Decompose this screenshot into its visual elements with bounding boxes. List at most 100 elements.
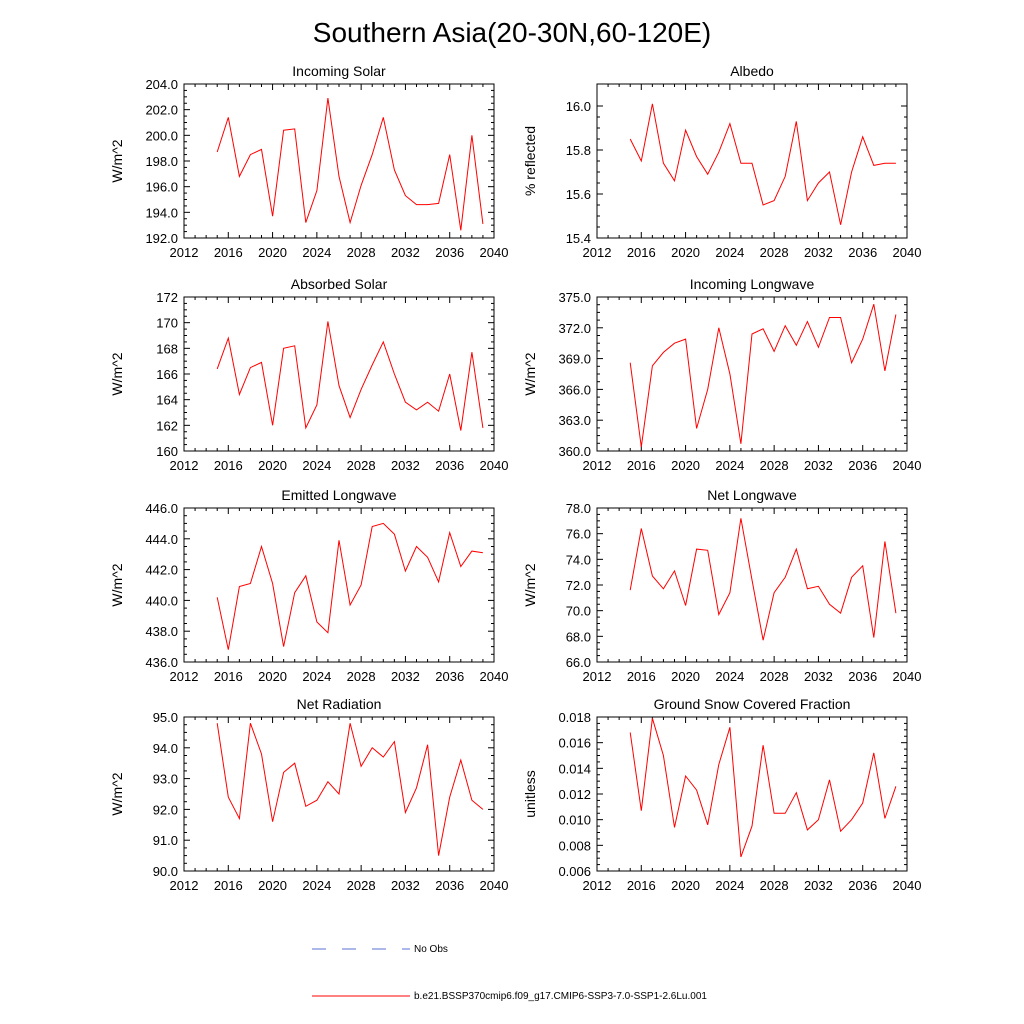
chart-panel: 2012 2016 2020 2024 2028 2032 2036 2040 90.0 91.0…: [109, 696, 508, 893]
y-tick-label: 93.0: [153, 772, 178, 787]
y-axis-label: W/m^2: [109, 772, 125, 815]
panel-title: Incoming Solar: [292, 63, 386, 79]
y-tick-label: 94.0: [153, 741, 178, 756]
y-tick-label: 0.006: [558, 864, 591, 879]
y-tick-label: 366.0: [558, 382, 591, 397]
x-tick-label: 2016: [627, 458, 656, 473]
figure-title: Southern Asia(20-30N,60-120E): [313, 17, 711, 48]
y-tick-label: 164: [156, 393, 178, 408]
y-axis-label: % reflected: [522, 126, 538, 196]
y-tick-label: 0.016: [558, 736, 591, 751]
x-tick-label: 2036: [848, 669, 877, 684]
series-line: [216, 723, 484, 856]
y-tick-label: 16.0: [566, 99, 591, 114]
x-tick-label: 2012: [583, 669, 612, 684]
x-tick-label: 2040: [480, 458, 509, 473]
x-tick-label: 2024: [302, 878, 331, 893]
y-tick-label: 66.0: [566, 655, 591, 670]
y-tick-label: 442.0: [145, 563, 178, 578]
x-tick-label: 2020: [258, 458, 287, 473]
x-tick-label: 2024: [715, 669, 744, 684]
chart-panel: 2012 2016 2020 2024 2028 2032 2036 2040 360.0 363…: [522, 276, 921, 473]
y-tick-label: 446.0: [145, 501, 178, 516]
x-tick-label: 2032: [391, 878, 420, 893]
chart-panel: 2012 2016 2020 2024 2028 2032 2036 2040 0.006 0.0…: [522, 696, 921, 893]
y-tick-label: 204.0: [145, 77, 178, 92]
x-tick-label: 2024: [715, 878, 744, 893]
panel-title: Net Radiation: [297, 696, 382, 712]
x-tick-label: 2016: [214, 669, 243, 684]
x-tick-label: 2040: [893, 458, 922, 473]
x-tick-label: 2012: [583, 245, 612, 260]
y-axis-label: W/m^2: [109, 563, 125, 606]
series-line: [216, 98, 484, 231]
x-tick-label: 2024: [715, 245, 744, 260]
panels: 2012 2016 2020 2024 2028 2032 2036 2040 192.0 194…: [109, 63, 921, 893]
x-tick-label: 2028: [760, 245, 789, 260]
x-tick-label: 2036: [435, 878, 464, 893]
y-tick-label: 372.0: [558, 321, 591, 336]
y-tick-label: 369.0: [558, 352, 591, 367]
x-tick-label: 2016: [214, 245, 243, 260]
x-tick-label: 2024: [302, 245, 331, 260]
x-tick-label: 2040: [480, 669, 509, 684]
x-tick-label: 2024: [302, 669, 331, 684]
x-tick-label: 2032: [804, 878, 833, 893]
x-tick-label: 2032: [391, 458, 420, 473]
legend-model-label: b.e21.BSSP370cmip6.f09_g17.CMIP6-SSP3-7.…: [414, 991, 707, 1002]
y-tick-label: 92.0: [153, 802, 178, 817]
panel-title: Albedo: [730, 63, 774, 79]
series-line: [629, 718, 897, 858]
x-tick-label: 2024: [715, 458, 744, 473]
y-tick-label: 440.0: [145, 593, 178, 608]
y-tick-label: 200.0: [145, 128, 178, 143]
y-tick-label: 74.0: [566, 552, 591, 567]
y-axis-label: W/m^2: [522, 563, 538, 606]
y-tick-label: 168: [156, 341, 178, 356]
y-tick-label: 0.010: [558, 813, 591, 828]
x-tick-label: 2020: [671, 878, 700, 893]
panel-title: Emitted Longwave: [281, 487, 396, 503]
x-tick-label: 2028: [347, 669, 376, 684]
y-tick-label: 15.4: [566, 231, 591, 246]
panel-title: Ground Snow Covered Fraction: [654, 696, 851, 712]
y-tick-label: 90.0: [153, 864, 178, 879]
series-line: [216, 522, 483, 650]
x-tick-label: 2016: [627, 245, 656, 260]
x-tick-label: 2012: [583, 458, 612, 473]
chart-panel: 2012 2016 2020 2024 2028 2032 2036 2040 15.4 15.6…: [522, 63, 921, 260]
series-line: [216, 321, 484, 431]
y-tick-label: 91.0: [153, 833, 178, 848]
y-tick-label: 15.6: [566, 187, 591, 202]
y-tick-label: 363.0: [558, 413, 591, 428]
plot-frame: [183, 83, 495, 239]
x-tick-label: 2028: [347, 245, 376, 260]
y-tick-label: 194.0: [145, 205, 178, 220]
y-tick-label: 162: [156, 418, 178, 433]
y-tick-label: 72.0: [566, 578, 591, 593]
x-tick-label: 2020: [258, 669, 287, 684]
y-tick-label: 70.0: [566, 604, 591, 619]
x-tick-label: 2040: [893, 245, 922, 260]
x-tick-label: 2036: [435, 245, 464, 260]
x-tick-label: 2012: [583, 878, 612, 893]
chart-panel: 2012 2016 2020 2024 2028 2032 2036 2040 436.0 438…: [109, 487, 508, 684]
series-line: [629, 518, 897, 641]
x-tick-label: 2012: [170, 458, 199, 473]
y-tick-label: 0.008: [558, 838, 591, 853]
x-tick-label: 2028: [760, 669, 789, 684]
x-tick-label: 2016: [627, 878, 656, 893]
y-tick-label: 436.0: [145, 655, 178, 670]
y-tick-label: 198.0: [145, 154, 178, 169]
y-tick-label: 0.018: [558, 710, 591, 725]
legend-obs-label: No Obs: [414, 944, 448, 955]
x-tick-label: 2028: [760, 878, 789, 893]
series-line: [629, 304, 897, 447]
plot-frame: [596, 507, 908, 663]
x-tick-label: 2024: [302, 458, 331, 473]
y-tick-label: 360.0: [558, 444, 591, 459]
legend: No Obs b.e21.BSSP370cmip6.f09_g17.CMIP6-…: [312, 944, 707, 1002]
panel-title: Net Longwave: [707, 487, 797, 503]
x-tick-label: 2016: [214, 878, 243, 893]
